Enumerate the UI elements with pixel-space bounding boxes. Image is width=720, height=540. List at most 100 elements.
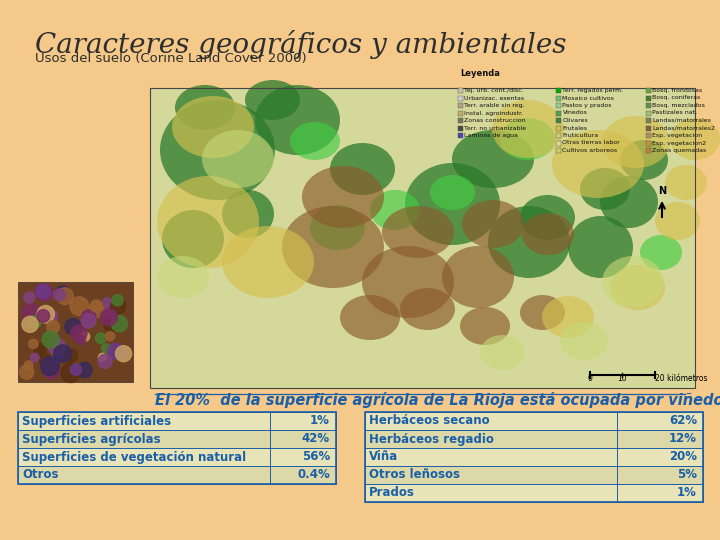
Bar (646, 125, 651, 131)
Ellipse shape (202, 130, 274, 188)
Bar (556, 125, 561, 131)
Circle shape (114, 346, 128, 360)
Circle shape (42, 331, 59, 348)
Ellipse shape (492, 100, 564, 158)
Bar (556, 148, 561, 153)
Ellipse shape (340, 295, 400, 340)
Text: Otras tierras labor: Otras tierras labor (562, 140, 620, 145)
Text: Zonas construccion: Zonas construccion (464, 118, 526, 123)
Text: Prados: Prados (369, 487, 415, 500)
Text: Superficies agrícolas: Superficies agrícolas (22, 433, 161, 446)
Circle shape (96, 333, 106, 343)
Text: Frutales: Frutales (562, 125, 588, 131)
Text: Terr. arable sin reg.: Terr. arable sin reg. (464, 103, 525, 108)
Bar (365, 430, 703, 448)
Text: Terr. regados perm.: Terr. regados perm. (562, 88, 624, 93)
Circle shape (24, 361, 32, 369)
Ellipse shape (520, 295, 565, 330)
Circle shape (40, 357, 59, 375)
Text: 20%: 20% (669, 450, 697, 463)
Ellipse shape (670, 118, 720, 160)
Circle shape (77, 336, 86, 345)
Circle shape (29, 316, 41, 328)
Circle shape (81, 309, 96, 324)
Circle shape (37, 309, 50, 322)
Text: 0: 0 (588, 374, 593, 383)
Circle shape (38, 353, 50, 364)
Bar (18, 412, 336, 430)
Bar (646, 88, 651, 93)
Text: Landas/matorrales2: Landas/matorrales2 (652, 125, 716, 131)
Circle shape (53, 289, 66, 301)
Text: Pastizales nat.: Pastizales nat. (652, 111, 698, 116)
Circle shape (37, 306, 55, 323)
Circle shape (81, 332, 90, 341)
Ellipse shape (610, 265, 665, 310)
Text: 12%: 12% (669, 433, 697, 446)
Circle shape (36, 285, 50, 299)
Ellipse shape (222, 190, 274, 238)
Ellipse shape (602, 116, 670, 168)
Bar (458, 111, 463, 116)
Bar (18, 430, 336, 448)
Circle shape (47, 321, 60, 333)
Ellipse shape (568, 216, 633, 278)
Circle shape (36, 284, 53, 301)
Text: Olivares: Olivares (562, 118, 588, 123)
Ellipse shape (405, 163, 500, 245)
Text: 42%: 42% (302, 433, 330, 446)
Text: Bosq. frondosas: Bosq. frondosas (652, 88, 703, 93)
Bar (18, 448, 336, 466)
Text: 0.4%: 0.4% (297, 469, 330, 482)
Text: 10: 10 (617, 374, 627, 383)
Ellipse shape (400, 288, 455, 330)
Text: Tej. urb. cont./disc.: Tej. urb. cont./disc. (464, 88, 524, 93)
Circle shape (65, 319, 81, 335)
Ellipse shape (460, 307, 510, 345)
Circle shape (43, 362, 60, 379)
Circle shape (70, 364, 81, 375)
Bar (556, 140, 561, 145)
Circle shape (99, 353, 107, 361)
Text: Superficies de vegetación natural: Superficies de vegetación natural (22, 450, 246, 463)
Text: El 20%  de la superficie agrícola de La Rioja está ocupada por viñedos: El 20% de la superficie agrícola de La R… (155, 392, 720, 408)
Ellipse shape (222, 226, 314, 298)
Ellipse shape (160, 100, 275, 200)
Ellipse shape (665, 165, 707, 200)
Ellipse shape (655, 202, 700, 240)
Text: Zonas quemadas: Zonas quemadas (652, 148, 707, 153)
Bar (458, 118, 463, 123)
Text: 62%: 62% (669, 415, 697, 428)
Ellipse shape (442, 246, 514, 308)
Ellipse shape (282, 206, 384, 288)
Bar (646, 96, 651, 100)
Bar (646, 118, 651, 123)
Ellipse shape (430, 175, 475, 210)
Text: 1%: 1% (677, 487, 697, 500)
Text: Viña: Viña (369, 450, 398, 463)
Ellipse shape (290, 122, 340, 160)
Text: Herbáceos regadio: Herbáceos regadio (369, 433, 494, 446)
Circle shape (29, 339, 38, 349)
Bar (646, 111, 651, 116)
Bar (556, 118, 561, 123)
Text: Bosq. coniferas: Bosq. coniferas (652, 96, 701, 100)
Ellipse shape (620, 140, 668, 180)
Text: Esp. vegetacion2: Esp. vegetacion2 (652, 140, 706, 145)
Bar (556, 88, 561, 93)
Text: Vinedos: Vinedos (562, 111, 588, 116)
Text: Caracteres geográficos y ambientales: Caracteres geográficos y ambientales (35, 30, 567, 59)
Bar (365, 412, 703, 430)
Circle shape (48, 338, 66, 355)
Ellipse shape (580, 168, 630, 210)
Ellipse shape (310, 205, 365, 250)
Ellipse shape (157, 176, 259, 268)
Text: 5%: 5% (677, 469, 697, 482)
Ellipse shape (488, 206, 570, 278)
Ellipse shape (452, 130, 534, 188)
Circle shape (65, 349, 78, 362)
Ellipse shape (520, 195, 575, 240)
Bar (646, 133, 651, 138)
Ellipse shape (255, 85, 340, 155)
Circle shape (90, 300, 102, 312)
